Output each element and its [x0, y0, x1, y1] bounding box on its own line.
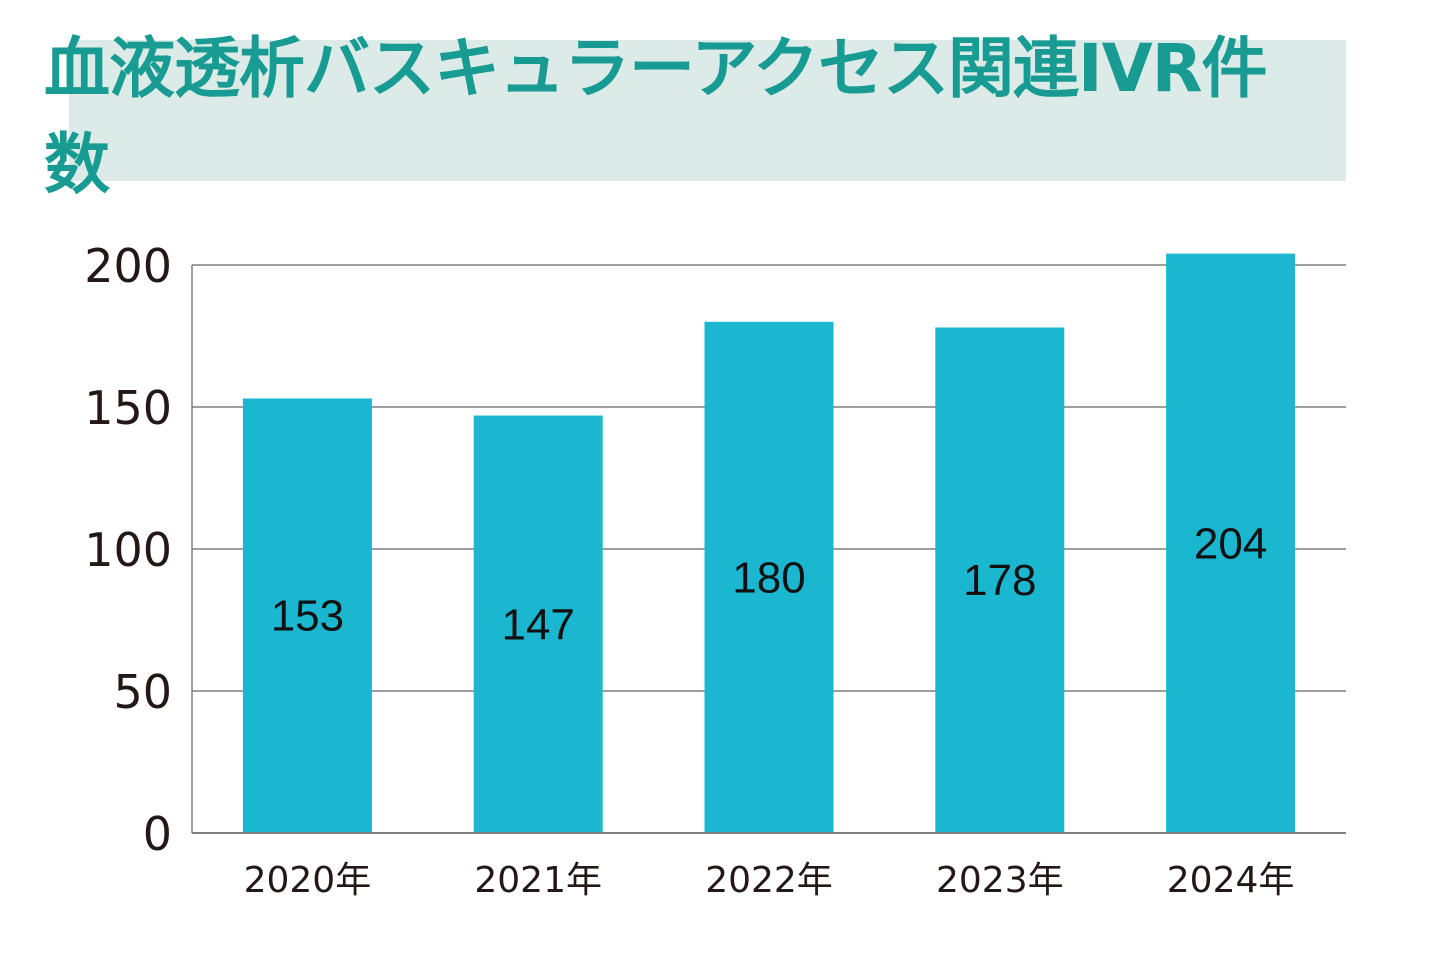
chart-title-banner: 血液透析バスキュラーアクセス関連IVR件数 [44, 30, 1346, 203]
bar-value-label: 204 [1194, 519, 1267, 568]
y-tick-label: 150 [84, 381, 172, 435]
y-tick-label: 0 [143, 807, 172, 861]
bar [242, 398, 372, 833]
chart-title: 血液透析バスキュラーアクセス関連IVR件数 [44, 29, 1268, 203]
bar [935, 327, 1065, 833]
bar [1166, 253, 1296, 833]
bar-value-label: 147 [501, 600, 574, 649]
y-tick-label: 200 [84, 239, 172, 293]
bar-value-label: 178 [963, 556, 1036, 605]
bar-value-label: 153 [271, 592, 344, 641]
x-tick-label: 2024年 [1167, 860, 1295, 901]
bar [704, 321, 834, 833]
x-tick-label: 2023年 [936, 860, 1064, 901]
x-tick-label: 2021年 [474, 860, 602, 901]
y-tick-label: 100 [84, 523, 172, 577]
x-tick-label: 2022年 [705, 860, 833, 901]
bar [473, 415, 603, 833]
x-tick-label: 2020年 [244, 860, 372, 901]
y-tick-label: 50 [113, 665, 172, 719]
bar-value-label: 180 [732, 553, 805, 602]
